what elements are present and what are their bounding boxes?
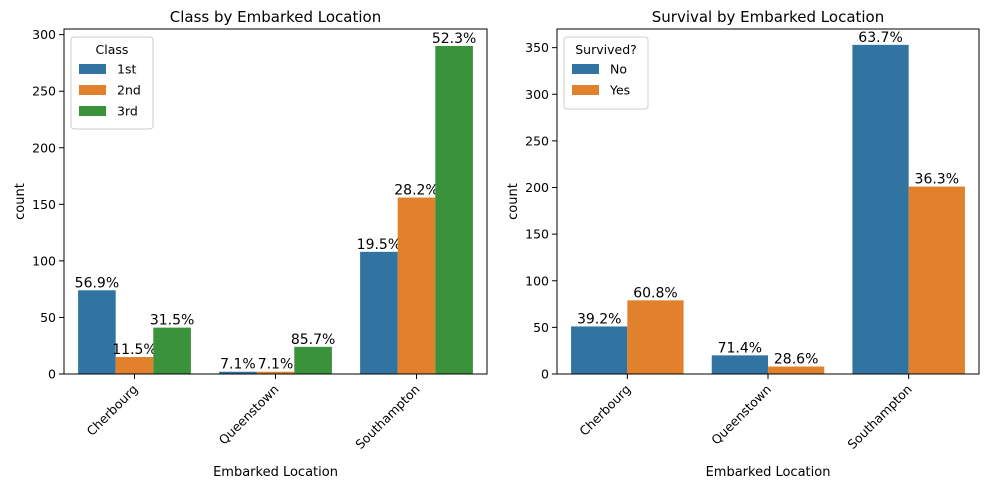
legend-label: 2nd xyxy=(117,83,141,98)
bar-3rd xyxy=(153,327,191,374)
bar-percent-label: 36.3% xyxy=(915,172,959,188)
bar-yes xyxy=(908,186,965,374)
chart-survival-by-embarked: Survival by Embarked Location 0 50 100 150 20… xyxy=(506,8,980,480)
legend: Survived? No Yes xyxy=(563,36,649,110)
y-tick-label: 100 xyxy=(525,273,549,288)
legend-label: 1st xyxy=(117,62,136,77)
bar-2nd xyxy=(397,197,436,374)
y-tick-label: 300 xyxy=(32,27,56,42)
bar-percent-label: 19.5% xyxy=(357,237,401,253)
y-tick-label: 350 xyxy=(525,40,549,55)
bar-percent-label: 39.2% xyxy=(577,311,621,327)
bar-yes xyxy=(627,300,684,374)
bar-no xyxy=(571,326,628,374)
y-tick-label: 250 xyxy=(525,133,549,148)
bar-2nd xyxy=(115,357,154,374)
y-tick-label: 0 xyxy=(541,367,549,382)
x-tick-label: Cherbourg xyxy=(576,382,633,439)
bar-percent-label: 11.5% xyxy=(112,342,156,358)
bar-1st xyxy=(360,251,398,374)
bar-percent-label: 28.6% xyxy=(774,352,818,368)
legend-label: No xyxy=(610,62,627,77)
x-axis-label: Embarked Location xyxy=(213,465,338,480)
x-tick-label: Southampton xyxy=(352,382,422,452)
y-tick-label: 250 xyxy=(32,84,56,99)
bar-3rd xyxy=(294,346,332,374)
bar-percent-label: 31.5% xyxy=(150,313,194,329)
y-tick-label: 100 xyxy=(32,253,56,268)
plot-frame xyxy=(63,28,488,375)
legend-swatch-1st xyxy=(79,64,106,74)
x-axis-label: Embarked Location xyxy=(706,465,831,480)
bar-percent-label: 28.2% xyxy=(394,183,438,199)
y-tick-label: 150 xyxy=(525,227,549,242)
bar-percent-label: 7.1% xyxy=(220,357,256,373)
bar-1st xyxy=(78,290,116,374)
y-tick-label: 0 xyxy=(48,367,56,382)
bar-2nd xyxy=(256,371,295,374)
legend-title: Survived? xyxy=(575,42,637,57)
x-tick-label: Southampton xyxy=(844,382,914,452)
legend-swatch-no xyxy=(572,64,599,74)
y-axis-label: count xyxy=(13,183,28,220)
y-tick-label: 150 xyxy=(32,197,56,212)
chart-title: Survival by Embarked Location xyxy=(652,8,885,26)
y-tick-label: 50 xyxy=(533,320,549,335)
x-tick-label: Queenstown xyxy=(216,382,282,448)
bar-percent-label: 71.4% xyxy=(718,340,762,356)
bar-percent-label: 63.7% xyxy=(858,30,902,46)
plot-frame xyxy=(556,28,980,375)
legend-label: Yes xyxy=(609,83,630,98)
bar-percent-label: 56.9% xyxy=(75,275,119,291)
x-tick-label: Cherbourg xyxy=(83,382,140,439)
bar-no xyxy=(852,44,909,375)
bar-no xyxy=(711,355,768,374)
bar-3rd xyxy=(435,45,473,374)
chart-class-by-embarked: Class by Embarked Location 0 50 100 150 200 25… xyxy=(13,8,488,480)
bar-percent-label: 60.8% xyxy=(633,285,677,301)
bar-percent-label: 7.1% xyxy=(258,357,294,373)
legend-label: 3rd xyxy=(117,104,138,119)
x-tick-label: Queenstown xyxy=(708,382,774,448)
y-tick-label: 300 xyxy=(525,87,549,102)
bar-percent-label: 85.7% xyxy=(291,332,335,348)
bar-yes xyxy=(768,366,825,374)
legend: Class 1st 2nd 3rd xyxy=(70,36,154,130)
bar-percent-label: 52.3% xyxy=(432,31,476,47)
chart-title: Class by Embarked Location xyxy=(170,8,381,26)
legend-title: Class xyxy=(96,42,129,57)
bar-1st xyxy=(219,371,257,374)
y-tick-label: 200 xyxy=(525,180,549,195)
legend-swatch-2nd xyxy=(79,85,106,95)
y-tick-label: 200 xyxy=(32,140,56,155)
legend-swatch-yes xyxy=(572,85,599,95)
y-tick-label: 50 xyxy=(40,310,56,325)
legend-swatch-3rd xyxy=(79,106,106,116)
y-axis-label: count xyxy=(506,183,521,220)
